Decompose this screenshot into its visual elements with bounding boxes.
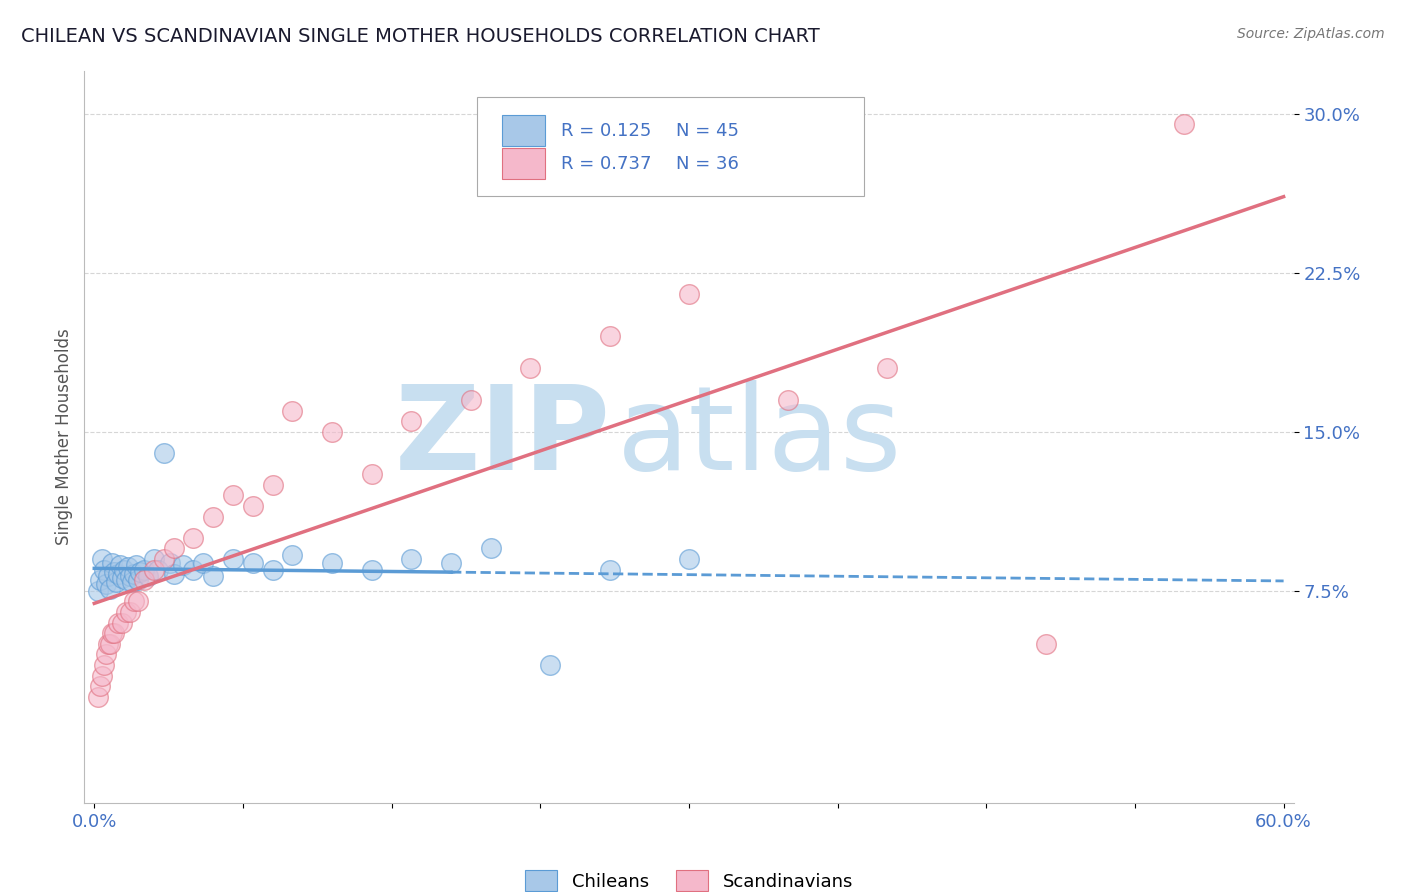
Point xyxy=(103,626,125,640)
Point xyxy=(538,658,561,673)
Point xyxy=(1173,117,1195,131)
Point xyxy=(118,569,141,583)
Point xyxy=(183,531,205,545)
Point xyxy=(401,414,423,428)
Text: Source: ZipAtlas.com: Source: ZipAtlas.com xyxy=(1237,27,1385,41)
Point xyxy=(101,556,124,570)
Point xyxy=(321,425,343,439)
Point xyxy=(101,626,124,640)
Point xyxy=(146,563,169,577)
Point xyxy=(117,560,139,574)
Point xyxy=(91,668,114,682)
Point xyxy=(479,541,502,556)
Point xyxy=(111,615,134,630)
Point xyxy=(118,605,141,619)
Point xyxy=(98,582,121,596)
Point xyxy=(98,637,121,651)
Point xyxy=(202,509,225,524)
Point xyxy=(321,556,343,570)
Point xyxy=(460,392,482,407)
Point xyxy=(183,563,205,577)
Text: R = 0.737: R = 0.737 xyxy=(561,154,651,172)
Point xyxy=(107,615,129,630)
Point xyxy=(96,577,118,591)
FancyBboxPatch shape xyxy=(502,115,546,146)
Point xyxy=(152,446,174,460)
Point xyxy=(281,403,304,417)
Point xyxy=(121,575,143,590)
Point xyxy=(128,565,150,579)
Text: R = 0.125: R = 0.125 xyxy=(561,121,651,140)
Point xyxy=(115,605,138,619)
Point xyxy=(105,575,128,590)
Point xyxy=(132,563,155,577)
Point xyxy=(599,329,621,343)
Point xyxy=(142,552,165,566)
Point xyxy=(678,287,700,301)
Point xyxy=(93,563,115,577)
Point xyxy=(103,565,125,579)
Point xyxy=(1035,637,1057,651)
Point xyxy=(172,558,194,573)
Point xyxy=(136,569,159,583)
Legend: Chileans, Scandinavians: Chileans, Scandinavians xyxy=(517,863,860,892)
Point xyxy=(152,552,174,566)
FancyBboxPatch shape xyxy=(478,97,865,195)
Point xyxy=(360,563,382,577)
Point xyxy=(876,361,898,376)
Point xyxy=(162,541,184,556)
Point xyxy=(97,637,120,651)
Y-axis label: Single Mother Households: Single Mother Households xyxy=(55,329,73,545)
FancyBboxPatch shape xyxy=(502,148,546,179)
Point xyxy=(96,648,118,662)
Point xyxy=(107,566,129,581)
Point xyxy=(401,552,423,566)
Point xyxy=(97,569,120,583)
Point xyxy=(360,467,382,482)
Point xyxy=(776,392,799,407)
Point xyxy=(159,556,181,570)
Point xyxy=(108,558,131,573)
Text: N = 45: N = 45 xyxy=(676,121,738,140)
Point xyxy=(89,573,111,587)
Point xyxy=(87,583,110,598)
Point xyxy=(519,361,541,376)
Point xyxy=(122,566,145,581)
Point xyxy=(111,571,134,585)
Point xyxy=(440,556,463,570)
Text: CHILEAN VS SCANDINAVIAN SINGLE MOTHER HOUSEHOLDS CORRELATION CHART: CHILEAN VS SCANDINAVIAN SINGLE MOTHER HO… xyxy=(21,27,820,45)
Text: ZIP: ZIP xyxy=(394,380,610,494)
Point xyxy=(132,573,155,587)
Point xyxy=(162,566,184,581)
Point xyxy=(142,563,165,577)
Point xyxy=(193,556,215,570)
Point xyxy=(115,573,138,587)
Text: N = 36: N = 36 xyxy=(676,154,738,172)
Point xyxy=(112,563,135,577)
Point xyxy=(122,594,145,608)
Point xyxy=(91,552,114,566)
Point xyxy=(599,563,621,577)
Point xyxy=(678,552,700,566)
Point xyxy=(93,658,115,673)
Point xyxy=(222,552,245,566)
Point xyxy=(222,488,245,502)
Point xyxy=(89,679,111,693)
Point xyxy=(127,573,149,587)
Point xyxy=(262,563,284,577)
Point xyxy=(202,569,225,583)
Point xyxy=(242,556,264,570)
Text: atlas: atlas xyxy=(616,380,901,494)
Point xyxy=(125,558,148,573)
Point xyxy=(127,594,149,608)
Point xyxy=(262,477,284,491)
Point xyxy=(281,548,304,562)
Point xyxy=(242,499,264,513)
Point xyxy=(87,690,110,704)
